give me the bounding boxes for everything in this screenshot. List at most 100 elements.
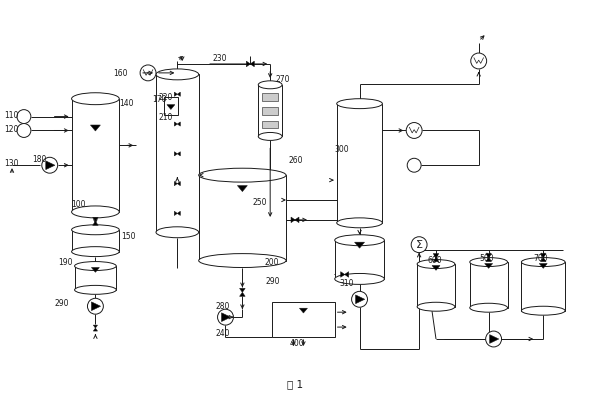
Text: 图 1: 图 1 <box>287 379 303 389</box>
Circle shape <box>87 298 103 314</box>
Ellipse shape <box>470 303 508 312</box>
Bar <box>156 74 199 232</box>
Ellipse shape <box>199 253 286 268</box>
Ellipse shape <box>72 206 119 218</box>
Polygon shape <box>92 302 100 310</box>
Ellipse shape <box>156 69 199 80</box>
Circle shape <box>17 110 31 124</box>
Polygon shape <box>46 161 55 169</box>
Polygon shape <box>177 122 180 126</box>
Circle shape <box>352 291 368 307</box>
Polygon shape <box>177 181 180 186</box>
Polygon shape <box>167 105 175 109</box>
Ellipse shape <box>72 225 119 235</box>
Polygon shape <box>239 288 245 292</box>
Ellipse shape <box>74 286 116 294</box>
Text: Σ: Σ <box>415 240 423 249</box>
Text: 160: 160 <box>113 69 128 78</box>
Ellipse shape <box>258 133 282 141</box>
Polygon shape <box>356 295 365 304</box>
Bar <box>262 120 278 128</box>
Polygon shape <box>433 257 439 261</box>
Polygon shape <box>251 61 254 67</box>
Text: 600: 600 <box>427 255 441 265</box>
Polygon shape <box>93 221 98 225</box>
Ellipse shape <box>74 261 116 270</box>
Polygon shape <box>177 211 180 215</box>
Ellipse shape <box>470 257 508 267</box>
Bar <box>417 264 455 307</box>
Text: 220: 220 <box>159 93 173 102</box>
Circle shape <box>17 124 31 137</box>
Ellipse shape <box>335 274 384 284</box>
Polygon shape <box>489 335 499 343</box>
Circle shape <box>217 309 233 325</box>
Bar <box>335 240 384 279</box>
Polygon shape <box>539 263 547 268</box>
Polygon shape <box>291 217 295 223</box>
Polygon shape <box>486 253 491 257</box>
Ellipse shape <box>199 168 286 182</box>
Text: 290: 290 <box>265 278 280 286</box>
Bar <box>272 302 335 337</box>
Bar <box>72 99 119 212</box>
Polygon shape <box>345 272 349 277</box>
Circle shape <box>407 158 421 172</box>
Bar <box>262 93 278 101</box>
Ellipse shape <box>337 99 382 109</box>
Text: 200: 200 <box>264 257 279 267</box>
Bar <box>521 262 565 311</box>
Polygon shape <box>93 325 98 328</box>
Text: 120: 120 <box>4 124 18 133</box>
Polygon shape <box>486 257 491 261</box>
Polygon shape <box>90 125 100 131</box>
Text: 140: 140 <box>119 99 134 108</box>
Bar <box>199 175 286 261</box>
Polygon shape <box>174 181 177 186</box>
Text: 280: 280 <box>216 302 230 311</box>
Ellipse shape <box>156 227 199 238</box>
Polygon shape <box>174 92 177 96</box>
Text: 100: 100 <box>72 200 86 209</box>
Text: 230: 230 <box>213 54 227 63</box>
Text: 250: 250 <box>252 198 267 207</box>
Polygon shape <box>246 61 251 67</box>
Text: 290: 290 <box>55 299 69 308</box>
Polygon shape <box>541 253 546 257</box>
Polygon shape <box>340 272 345 277</box>
Text: 130: 130 <box>4 159 18 168</box>
Polygon shape <box>295 217 299 223</box>
Text: 150: 150 <box>121 232 136 241</box>
Circle shape <box>406 122 422 139</box>
Ellipse shape <box>337 218 382 228</box>
Polygon shape <box>433 253 439 257</box>
Text: 170: 170 <box>152 95 167 104</box>
Text: 500: 500 <box>480 253 494 263</box>
Circle shape <box>471 53 486 69</box>
Text: 310: 310 <box>340 280 354 288</box>
Polygon shape <box>92 268 99 272</box>
Polygon shape <box>238 186 248 192</box>
Polygon shape <box>93 217 98 221</box>
Polygon shape <box>174 211 177 215</box>
Text: 190: 190 <box>59 257 73 267</box>
Text: 270: 270 <box>275 75 290 84</box>
Ellipse shape <box>521 257 565 267</box>
Polygon shape <box>432 266 440 270</box>
Polygon shape <box>239 292 245 296</box>
Ellipse shape <box>417 302 455 311</box>
Circle shape <box>486 331 502 347</box>
Polygon shape <box>485 263 493 268</box>
Text: 260: 260 <box>288 156 303 165</box>
Text: 180: 180 <box>32 155 46 164</box>
Bar <box>74 266 116 290</box>
Text: 110: 110 <box>4 110 18 120</box>
Polygon shape <box>174 122 177 126</box>
Polygon shape <box>177 92 180 96</box>
Polygon shape <box>222 313 230 322</box>
Text: 300: 300 <box>335 145 349 154</box>
Polygon shape <box>93 328 98 331</box>
Circle shape <box>411 237 427 253</box>
Bar <box>164 97 178 114</box>
Polygon shape <box>174 152 177 156</box>
